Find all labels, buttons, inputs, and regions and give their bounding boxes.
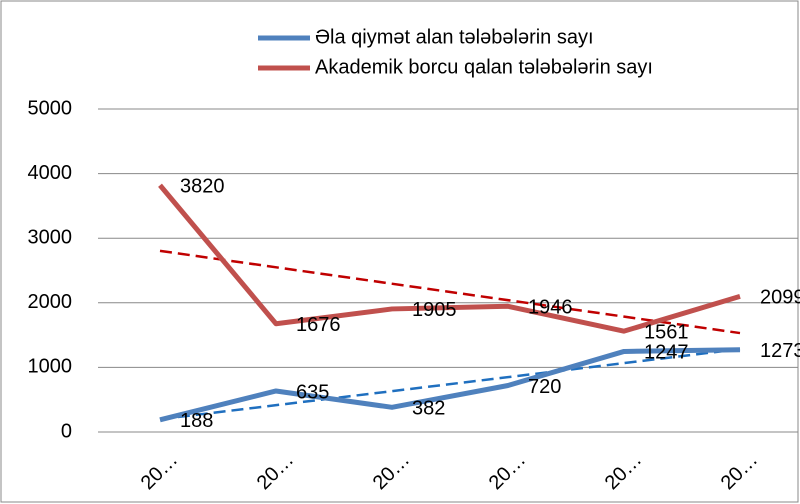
data-label: 3820 <box>180 176 225 198</box>
data-label: 1273 <box>760 340 800 362</box>
data-label: 1247 <box>644 342 689 364</box>
y-tick-label: 3000 <box>28 226 73 248</box>
y-tick-label: 1000 <box>28 356 73 378</box>
data-label: 720 <box>528 376 561 398</box>
trendline <box>159 347 741 421</box>
trendline <box>159 249 741 335</box>
data-label: 1561 <box>644 321 689 343</box>
data-label: 2099 <box>760 287 800 309</box>
data-label: 382 <box>412 398 445 420</box>
data-label: 1905 <box>412 299 457 321</box>
data-label: 1676 <box>296 314 341 336</box>
series-line <box>158 183 741 334</box>
data-label: 1946 <box>528 297 573 319</box>
y-tick-label: 5000 <box>28 97 73 119</box>
y-tick-label: 2000 <box>28 291 73 313</box>
y-tick-label: 4000 <box>28 162 73 184</box>
legend-label: Əla qiymət alan tələbələrin sayı <box>315 26 594 48</box>
legend-label: Akademik borcu qalan tələbələrin sayı <box>315 56 653 78</box>
y-tick-label: 0 <box>61 420 72 442</box>
data-label: 188 <box>180 410 213 432</box>
series-line <box>159 347 741 423</box>
data-label: 635 <box>296 381 329 403</box>
